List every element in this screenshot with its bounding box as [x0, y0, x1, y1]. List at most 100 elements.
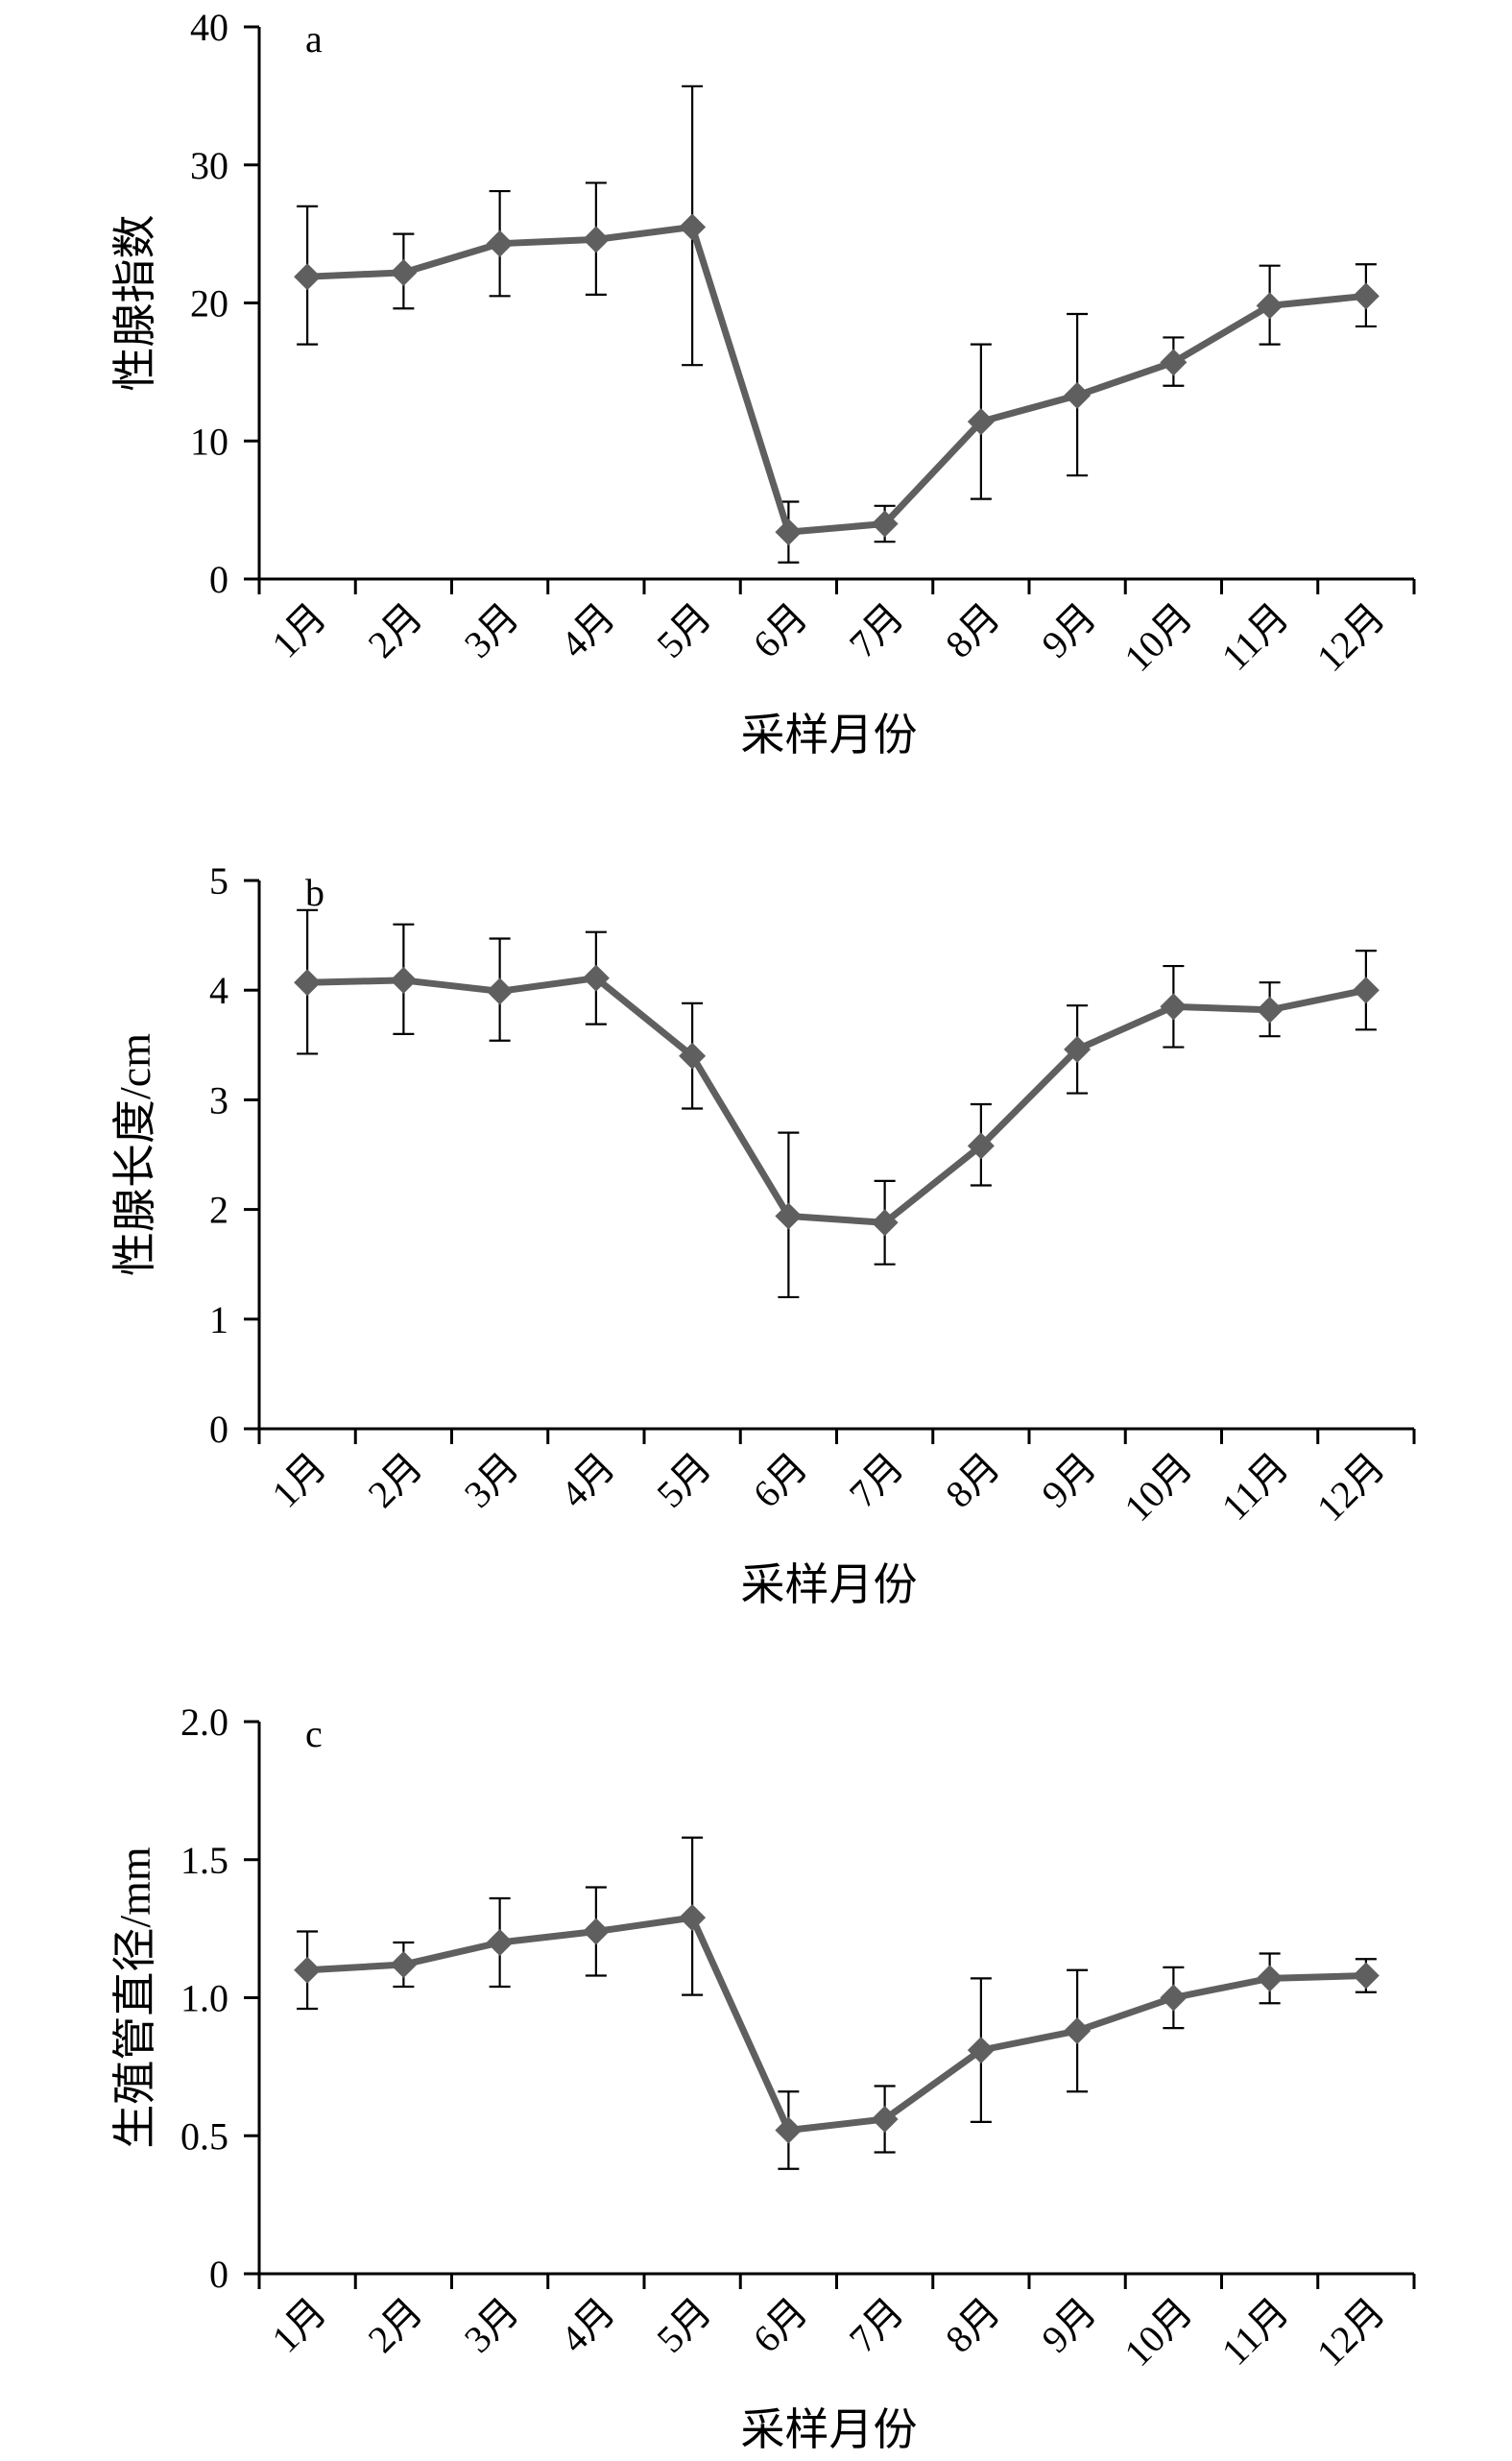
x-axis-title: 采样月份	[741, 711, 918, 760]
x-tick-label: 5月	[648, 2290, 719, 2361]
y-axis-title: 生殖管直径/mm	[110, 1846, 159, 2149]
x-tick-label: 8月	[937, 2290, 1008, 2361]
data-point	[582, 964, 610, 992]
y-tick-label: 40	[190, 6, 228, 49]
x-tick-label: 2月	[359, 2290, 430, 2361]
panel-label: b	[305, 871, 324, 914]
data-point	[871, 1209, 899, 1237]
panel-label: a	[305, 17, 323, 60]
y-tick-label: 10	[190, 420, 228, 463]
x-tick-label: 11月	[1213, 595, 1297, 679]
data-point	[775, 519, 803, 546]
y-tick-label: 20	[190, 282, 228, 326]
data-point	[679, 1904, 707, 1932]
x-tick-label: 10月	[1116, 595, 1200, 680]
x-tick-label: 2月	[359, 1445, 430, 1516]
x-tick-label: 6月	[744, 1445, 815, 1516]
x-tick-label: 4月	[552, 595, 623, 666]
x-tick-label: 11月	[1213, 1445, 1297, 1529]
y-tick-label: 1	[209, 1298, 228, 1341]
panel-label: c	[305, 1712, 323, 1755]
data-point	[1352, 977, 1380, 1004]
y-tick-label: 0	[209, 1408, 228, 1451]
x-tick-label: 6月	[744, 595, 815, 666]
y-tick-label: 4	[209, 969, 228, 1012]
data-point	[294, 1956, 322, 1984]
series-line	[307, 975, 1367, 1226]
data-point	[294, 969, 322, 997]
data-point	[967, 2037, 995, 2064]
x-axis-title: 采样月份	[741, 2405, 918, 2454]
data-point	[486, 229, 514, 257]
data-point	[1256, 996, 1284, 1024]
data-point	[390, 258, 418, 286]
data-point	[1256, 1965, 1284, 1992]
data-point	[486, 1929, 514, 1956]
data-point	[679, 1042, 707, 1070]
data-point	[1064, 1035, 1092, 1063]
x-axis-title: 采样月份	[741, 1560, 918, 1609]
chart-panel-a: 0 10 20 30 40 1月 2月 3月 4月 5月 6月 7月 8月 9月 10月 11月 12月 a 性腺指…	[110, 6, 1416, 760]
x-tick-label: 9月	[1033, 595, 1104, 666]
y-tick-label: 1.0	[180, 1977, 228, 2020]
x-tick-label: 12月	[1308, 595, 1393, 680]
series-line	[306, 223, 1367, 536]
data-point	[871, 2106, 899, 2133]
x-tick-label: 10月	[1116, 1445, 1200, 1530]
x-tick-label: 5月	[648, 595, 719, 666]
data-point	[871, 510, 899, 538]
x-tick-label: 10月	[1116, 2290, 1200, 2375]
y-tick-label: 2	[209, 1189, 228, 1232]
y-tick-label: 0.5	[180, 2114, 228, 2158]
x-tick-label: 11月	[1213, 2290, 1297, 2374]
y-axis-title: 性腺长度/cm	[110, 1033, 159, 1276]
x-tick-label: 12月	[1308, 2290, 1393, 2375]
data-point	[679, 213, 707, 241]
x-tick-label: 1月	[263, 1445, 334, 1516]
x-tick-label: 9月	[1033, 2290, 1104, 2361]
x-tick-label: 4月	[552, 2290, 623, 2361]
series-line	[306, 1914, 1366, 2134]
data-point	[1256, 292, 1284, 320]
data-point	[582, 1918, 610, 1945]
x-tick-label: 3月	[456, 2290, 527, 2361]
x-tick-label: 1月	[263, 2290, 334, 2361]
data-point	[1064, 2017, 1092, 2044]
x-tick-label: 12月	[1308, 1445, 1393, 1530]
data-point	[294, 263, 322, 291]
x-tick-label: 6月	[744, 2290, 815, 2361]
x-tick-label: 2月	[359, 595, 430, 666]
y-tick-label: 0	[209, 558, 228, 601]
data-point	[1352, 282, 1380, 310]
y-tick-label: 1.5	[180, 1839, 228, 1882]
y-tick-label: 30	[190, 144, 228, 187]
data-point	[390, 966, 418, 994]
x-tick-label: 4月	[552, 1445, 623, 1516]
data-point	[1160, 349, 1188, 376]
data-point	[1064, 381, 1092, 409]
y-tick-label: 3	[209, 1078, 228, 1122]
x-tick-label: 9月	[1033, 1445, 1104, 1516]
y-tick-label: 2.0	[180, 1701, 228, 1744]
data-point	[967, 408, 995, 436]
data-point	[1352, 1962, 1380, 1990]
data-point	[775, 1202, 803, 1230]
chart-panel-b: 0 1 2 3 4 5 1月 2月 3月 4月 5月 6月 7月 8月 9月 10月 11月 12月 b 性腺长度/c…	[110, 859, 1416, 1609]
x-tick-label: 7月	[841, 595, 912, 666]
y-tick-label: 5	[209, 859, 228, 903]
x-tick-label: 1月	[263, 595, 334, 666]
x-tick-label: 3月	[456, 595, 527, 666]
x-tick-label: 7月	[841, 1445, 912, 1516]
data-point	[1160, 1984, 1188, 2012]
x-tick-label: 5月	[648, 1445, 719, 1516]
x-tick-label: 3月	[456, 1445, 527, 1516]
x-tick-label: 8月	[937, 595, 1008, 666]
data-point	[775, 2116, 803, 2144]
data-point	[582, 226, 610, 253]
x-tick-label: 8月	[937, 1445, 1008, 1516]
y-tick-label: 0	[209, 2253, 228, 2296]
data-point	[390, 1951, 418, 1978]
y-axis-title: 性腺指数	[110, 215, 159, 392]
